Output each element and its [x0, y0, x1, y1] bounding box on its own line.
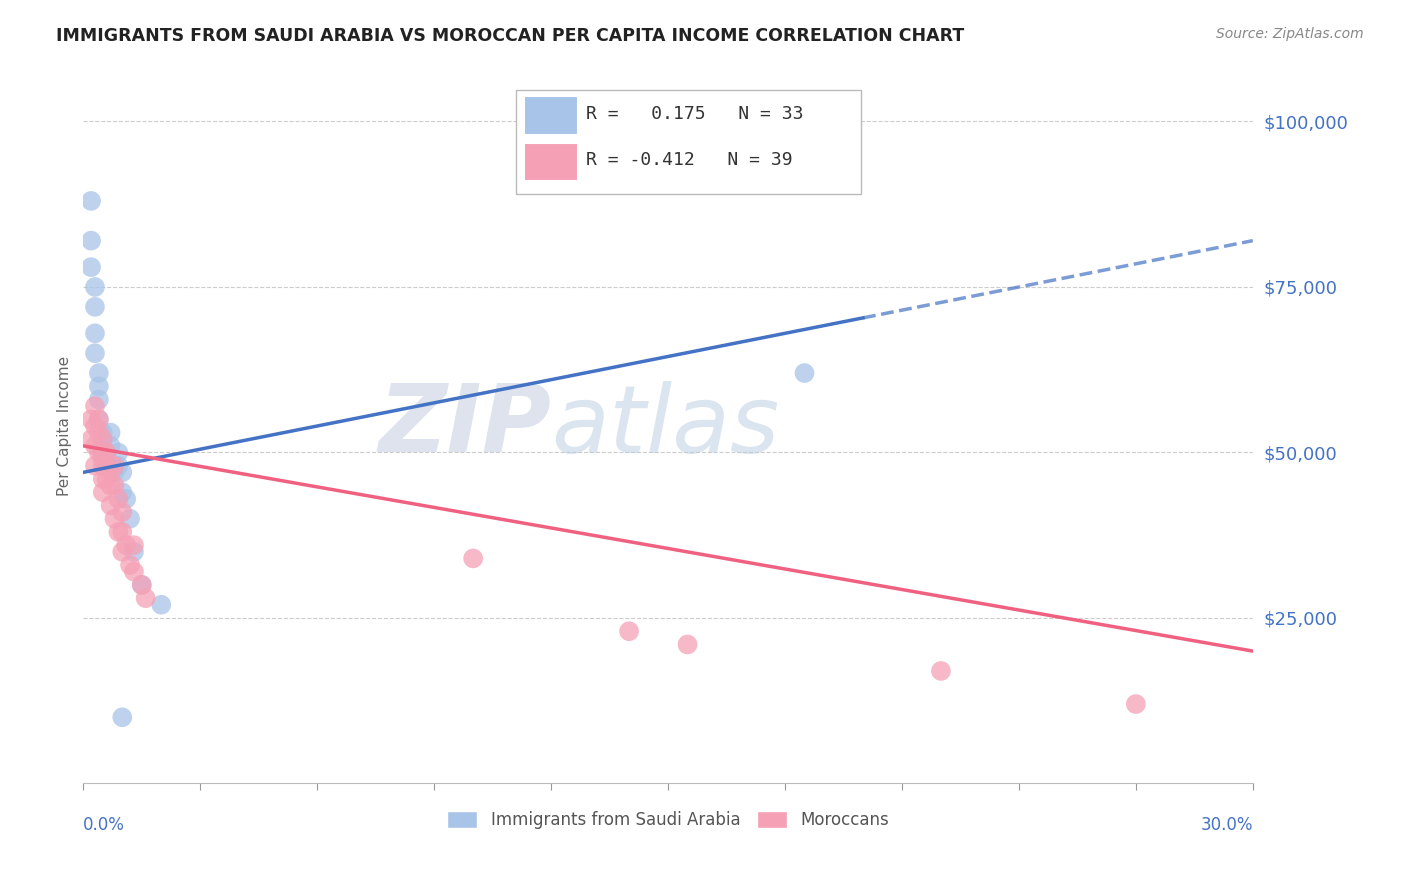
FancyBboxPatch shape — [516, 90, 860, 194]
Text: Source: ZipAtlas.com: Source: ZipAtlas.com — [1216, 27, 1364, 41]
Point — [100, 439, 122, 453]
Point — [91, 485, 114, 500]
Point — [111, 524, 134, 539]
Point — [87, 392, 110, 407]
Text: R = -0.412   N = 39: R = -0.412 N = 39 — [586, 151, 793, 169]
Point — [91, 445, 114, 459]
Point — [929, 664, 952, 678]
Text: 0.0%: 0.0% — [83, 815, 125, 834]
Point — [103, 478, 125, 492]
Point — [96, 458, 118, 473]
Point — [131, 578, 153, 592]
Point — [111, 505, 134, 519]
Point — [107, 491, 129, 506]
Point — [91, 432, 114, 446]
Point — [111, 466, 134, 480]
Point — [107, 458, 129, 473]
Point — [103, 458, 125, 473]
Point — [100, 466, 122, 480]
Legend: Immigrants from Saudi Arabia, Moroccans: Immigrants from Saudi Arabia, Moroccans — [447, 811, 889, 829]
FancyBboxPatch shape — [524, 96, 578, 135]
Point — [84, 419, 107, 434]
Point — [84, 326, 107, 341]
Point — [87, 412, 110, 426]
Point — [80, 234, 103, 248]
Point — [84, 346, 107, 360]
Text: ZIP: ZIP — [378, 380, 551, 472]
Point — [87, 425, 110, 440]
Point — [91, 439, 114, 453]
Point — [80, 412, 103, 426]
Point — [122, 565, 145, 579]
Point — [100, 478, 122, 492]
Point — [100, 499, 122, 513]
Point — [617, 624, 640, 639]
Point — [91, 452, 114, 467]
FancyBboxPatch shape — [524, 143, 578, 181]
Point — [91, 458, 114, 473]
Point — [96, 445, 118, 459]
Point — [793, 366, 815, 380]
Point — [84, 458, 107, 473]
Point — [115, 538, 138, 552]
Point — [91, 472, 114, 486]
Point — [84, 439, 107, 453]
Point — [91, 425, 114, 440]
Point — [131, 578, 153, 592]
Text: R =   0.175   N = 33: R = 0.175 N = 33 — [586, 104, 804, 122]
Text: atlas: atlas — [551, 381, 779, 472]
Point — [463, 551, 485, 566]
Point — [111, 485, 134, 500]
Point — [91, 445, 114, 459]
Point — [150, 598, 173, 612]
Point — [676, 637, 699, 651]
Point — [1125, 697, 1147, 711]
Text: IMMIGRANTS FROM SAUDI ARABIA VS MOROCCAN PER CAPITA INCOME CORRELATION CHART: IMMIGRANTS FROM SAUDI ARABIA VS MOROCCAN… — [56, 27, 965, 45]
Point — [87, 366, 110, 380]
Point — [87, 445, 110, 459]
Point — [107, 445, 129, 459]
Point — [122, 545, 145, 559]
Point — [111, 710, 134, 724]
Point — [84, 280, 107, 294]
Point — [87, 412, 110, 426]
Point — [135, 591, 157, 606]
Point — [111, 545, 134, 559]
Point — [100, 425, 122, 440]
Point — [87, 379, 110, 393]
Point — [103, 458, 125, 473]
Point — [120, 511, 142, 525]
Point — [103, 466, 125, 480]
Point — [84, 300, 107, 314]
Point — [103, 511, 125, 525]
Point — [115, 491, 138, 506]
Point — [120, 558, 142, 572]
Point — [84, 399, 107, 413]
Point — [107, 524, 129, 539]
Text: 30.0%: 30.0% — [1201, 815, 1253, 834]
Point — [96, 445, 118, 459]
Point — [96, 472, 118, 486]
Point — [80, 260, 103, 274]
Point — [80, 194, 103, 208]
Y-axis label: Per Capita Income: Per Capita Income — [58, 356, 72, 496]
Point — [80, 432, 103, 446]
Point — [91, 432, 114, 446]
Point — [122, 538, 145, 552]
Point — [96, 449, 118, 463]
